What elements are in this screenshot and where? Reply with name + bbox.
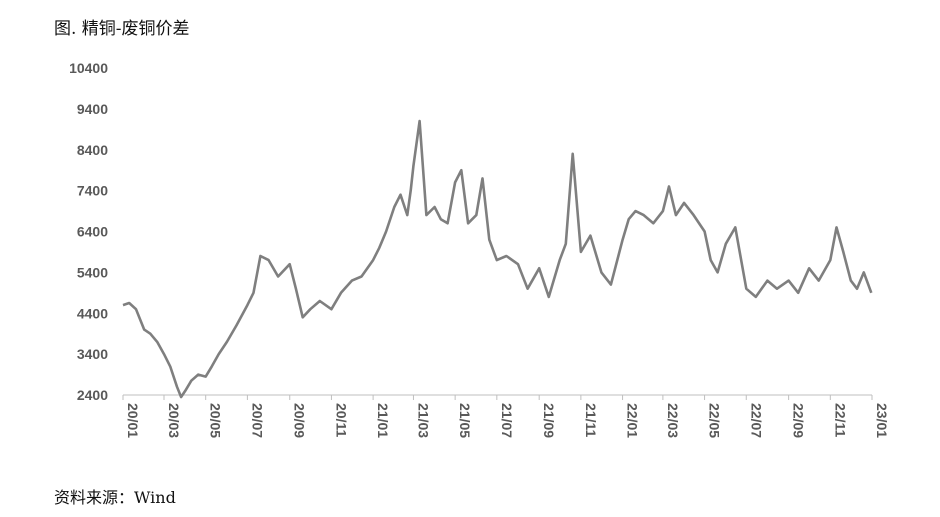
- y-axis: 2400 3400 4400 5400 6400 7400 8400 9400 10400: [69, 60, 108, 403]
- chart-title: 图. 精铜-废铜价差: [54, 19, 190, 39]
- x-tick-label: 21/05: [457, 403, 473, 438]
- x-tick-label: 22/07: [748, 403, 764, 438]
- y-tick-label: 3400: [77, 346, 108, 362]
- y-tick-label: 4400: [77, 305, 108, 321]
- y-tick-label: 7400: [77, 183, 108, 199]
- x-tick-label: 20/09: [292, 403, 308, 438]
- y-tick-label: 10400: [69, 60, 108, 76]
- y-tick-label: 8400: [77, 142, 108, 158]
- x-axis: 20/01 20/03 20/05 20/07 20/09 20/11 21/01 21/03…: [122, 394, 890, 438]
- x-tick-label: 22/03: [665, 403, 681, 438]
- series-line: [122, 119, 873, 399]
- x-tick-label: 21/07: [499, 403, 515, 438]
- x-tick-label: 20/01: [125, 403, 141, 438]
- x-tick-label: 20/03: [166, 403, 182, 438]
- x-tick-label: 21/01: [375, 403, 391, 438]
- y-tick-label: 5400: [77, 264, 108, 280]
- x-tick-label: 20/05: [208, 403, 224, 438]
- x-tick-label: 22/11: [832, 403, 848, 437]
- y-tick-label: 6400: [77, 224, 108, 240]
- x-tick-label: 22/05: [707, 403, 723, 438]
- x-tick-label: 22/01: [625, 403, 641, 438]
- x-tick-label: 20/07: [249, 403, 265, 438]
- y-tick-label: 2400: [77, 387, 108, 403]
- plot-area: [122, 119, 873, 399]
- x-tick-label: 20/11: [333, 403, 349, 437]
- source-note: 资料来源：Wind: [54, 488, 176, 507]
- x-tick-label: 21/03: [415, 403, 431, 438]
- x-tick-label: 21/11: [583, 403, 599, 437]
- x-tick-label: 22/09: [791, 403, 807, 438]
- x-tick-label: 23/01: [874, 403, 890, 438]
- x-tick-label: 21/09: [541, 403, 557, 438]
- y-tick-label: 9400: [77, 101, 108, 117]
